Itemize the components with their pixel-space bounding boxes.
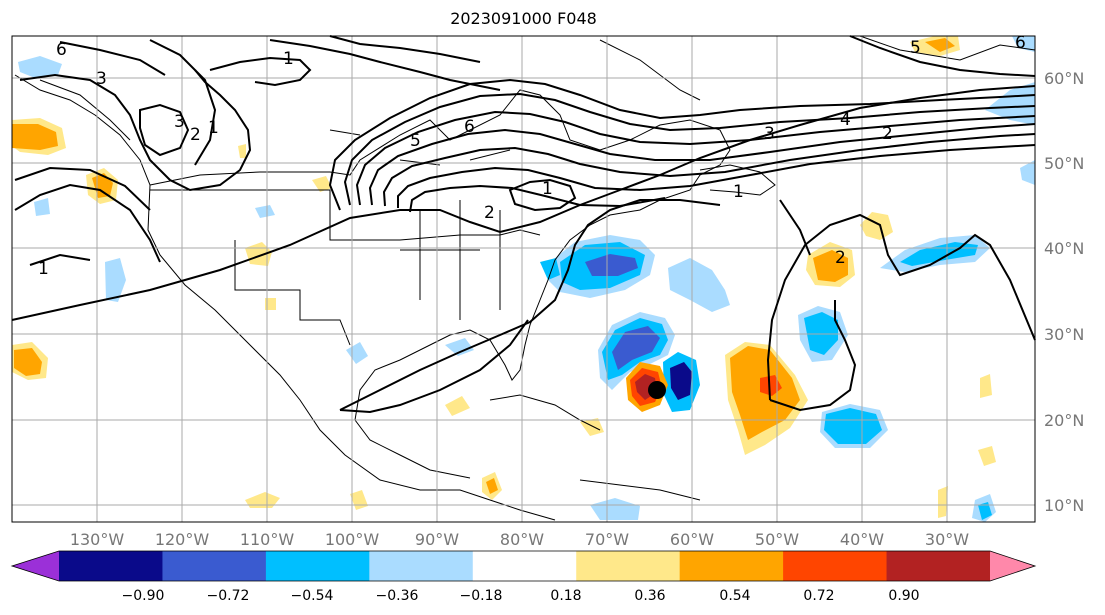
contour-label: 3 — [764, 124, 775, 144]
colorbar-tick-label: −0.54 — [291, 588, 334, 604]
shade-blob — [1020, 160, 1035, 185]
colorbar-segment — [679, 551, 784, 581]
shade-blob — [18, 56, 62, 78]
contour-label: 1 — [542, 179, 553, 199]
contour-label: 3 — [96, 69, 107, 89]
shade-blob — [824, 408, 882, 444]
shade-blob — [670, 362, 692, 400]
shade-blob — [105, 258, 126, 302]
lat-label: 30°N — [1044, 325, 1084, 344]
shade-blob — [14, 348, 42, 376]
shade-blob — [312, 176, 332, 192]
shade-blob — [445, 396, 470, 416]
colorbar-extend-high — [990, 551, 1035, 581]
colorbar: −0.90 −0.72 −0.54 −0.36 −0.18 0.18 0.36 … — [10, 550, 1037, 604]
contour-label: 6 — [464, 117, 475, 137]
shade-blob — [486, 478, 498, 494]
colorbar-segment — [369, 551, 474, 581]
colorbar-segment — [783, 551, 888, 581]
contour-label: 5 — [410, 131, 421, 151]
colorbar-segment — [59, 551, 163, 581]
contour-label: 2 — [484, 203, 495, 223]
colorbar-tick-label: 0.18 — [550, 588, 581, 604]
lon-label: 80°W — [500, 530, 544, 549]
colorbar-tick-label: −0.90 — [122, 588, 165, 604]
lon-label: 110°W — [240, 530, 295, 549]
longitude-labels: 130°W 120°W 110°W 100°W 90°W 80°W 70°W 6… — [70, 530, 969, 549]
shade-blob — [978, 446, 996, 466]
lat-label: 60°N — [1044, 69, 1084, 88]
lon-label: 90°W — [415, 530, 459, 549]
shade-blob — [34, 198, 50, 216]
shade-blob — [612, 326, 660, 370]
shade-blob — [980, 374, 992, 398]
shade-blob — [12, 124, 58, 150]
contour-label: 1 — [38, 259, 49, 279]
shade-blob — [938, 486, 948, 518]
lon-label: 50°W — [755, 530, 799, 549]
shade-blob — [445, 338, 474, 356]
shade-blob — [585, 254, 638, 276]
colorbar-tick-label: −0.72 — [207, 588, 250, 604]
contour-label: 2 — [835, 248, 846, 268]
colorbar-extend-low — [12, 551, 59, 581]
shade-blob — [255, 205, 275, 218]
shading-layer — [12, 36, 1035, 522]
colorbar-ticks: −0.90 −0.72 −0.54 −0.36 −0.18 0.18 0.36 … — [122, 588, 920, 604]
colorbar-segments — [12, 551, 1035, 581]
contour-label: 2 — [190, 125, 201, 145]
shade-blob — [978, 502, 992, 520]
shade-blob — [1012, 36, 1035, 52]
lat-label: 20°N — [1044, 411, 1084, 430]
lon-label: 130°W — [70, 530, 125, 549]
shade-blob — [668, 258, 730, 312]
shade-blob — [238, 144, 246, 158]
contour-label: 6 — [1015, 33, 1026, 53]
shade-blob — [590, 498, 640, 520]
map-title: 2023091000 F048 — [450, 9, 597, 28]
contour-label: 4 — [840, 110, 851, 130]
colorbar-tick-label: 0.90 — [888, 588, 919, 604]
shade-blob — [245, 492, 280, 508]
colorbar-segment — [265, 551, 370, 581]
colorbar-tick-label: −0.18 — [460, 588, 503, 604]
lon-label: 120°W — [155, 530, 210, 549]
contour-label: 3 — [174, 112, 185, 132]
latitude-labels: 60°N 50°N 40°N 30°N 20°N 10°N — [1044, 69, 1084, 515]
lon-label: 40°W — [840, 530, 884, 549]
shade-blob — [265, 298, 276, 310]
colorbar-segment — [472, 551, 577, 581]
contour-label: 1 — [208, 118, 219, 138]
shade-blob — [813, 250, 848, 282]
contour-label: 2 — [882, 124, 893, 144]
contour-lines — [11, 35, 1036, 414]
colorbar-tick-label: −0.36 — [376, 588, 419, 604]
contour-label: 1 — [733, 182, 744, 202]
lon-label: 30°W — [925, 530, 969, 549]
lat-label: 10°N — [1044, 496, 1084, 515]
hurricane-center — [648, 381, 666, 399]
shade-blob — [985, 82, 1035, 125]
contour-label: 6 — [56, 40, 67, 60]
graticule — [12, 36, 1035, 522]
shade-blob — [540, 258, 560, 280]
lon-label: 70°W — [585, 530, 629, 549]
contour-label: 5 — [910, 38, 921, 58]
colorbar-segment — [886, 551, 991, 581]
lat-label: 40°N — [1044, 239, 1084, 258]
colorbar-tick-label: 0.72 — [803, 588, 834, 604]
lat-label: 50°N — [1044, 154, 1084, 173]
lon-label: 60°W — [670, 530, 714, 549]
map-panel: 6 3 1 3 2 1 5 6 1 2 3 4 2 1 1 2 5 6 — [11, 33, 1036, 523]
contour-label-group: 6 3 1 3 2 1 5 6 1 2 3 4 2 1 1 2 5 6 — [38, 33, 1026, 279]
colorbar-tick-label: 0.36 — [634, 588, 665, 604]
colorbar-outline — [10, 550, 1037, 582]
lon-label: 100°W — [325, 530, 380, 549]
contour-label: 1 — [283, 49, 294, 69]
colorbar-segment — [162, 551, 267, 581]
colorbar-tick-label: 0.54 — [719, 588, 750, 604]
colorbar-segment — [576, 551, 681, 581]
